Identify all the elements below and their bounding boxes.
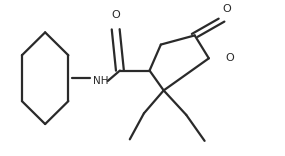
Text: O: O <box>223 4 231 14</box>
Text: NH: NH <box>93 76 108 86</box>
Text: O: O <box>226 53 234 63</box>
Text: O: O <box>111 10 120 20</box>
